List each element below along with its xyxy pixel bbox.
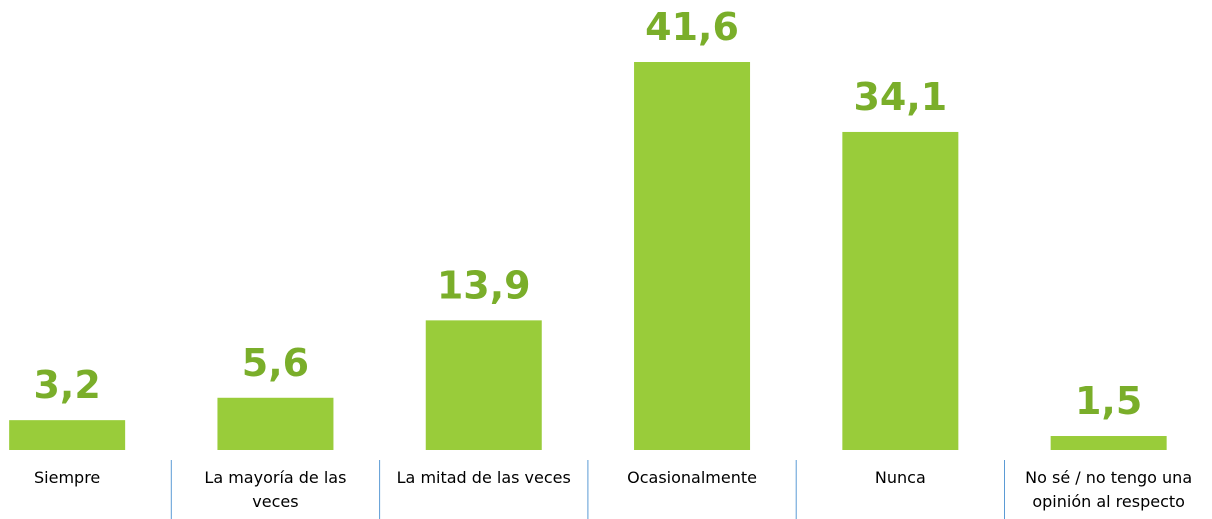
category-label: Siempre <box>34 468 101 487</box>
bar <box>634 62 751 450</box>
value-label: 1,5 <box>1075 379 1142 423</box>
category-label: La mitad de las veces <box>396 468 571 487</box>
category-label: No sé / no tengo una opinión al respecto <box>1025 468 1193 511</box>
bar <box>217 397 334 450</box>
bar <box>9 420 126 450</box>
bar <box>425 320 542 450</box>
value-label: 5,6 <box>242 341 309 385</box>
category-label: La mayoría de las veces <box>204 468 347 511</box>
bar <box>842 131 959 451</box>
value-label: 13,9 <box>437 263 531 307</box>
value-label: 34,1 <box>853 75 947 119</box>
category-label: Nunca <box>874 468 926 487</box>
value-label: 3,2 <box>33 363 100 407</box>
bar <box>1050 436 1167 450</box>
category-label: Ocasionalmente <box>627 468 757 487</box>
value-label: 41,6 <box>645 5 739 49</box>
